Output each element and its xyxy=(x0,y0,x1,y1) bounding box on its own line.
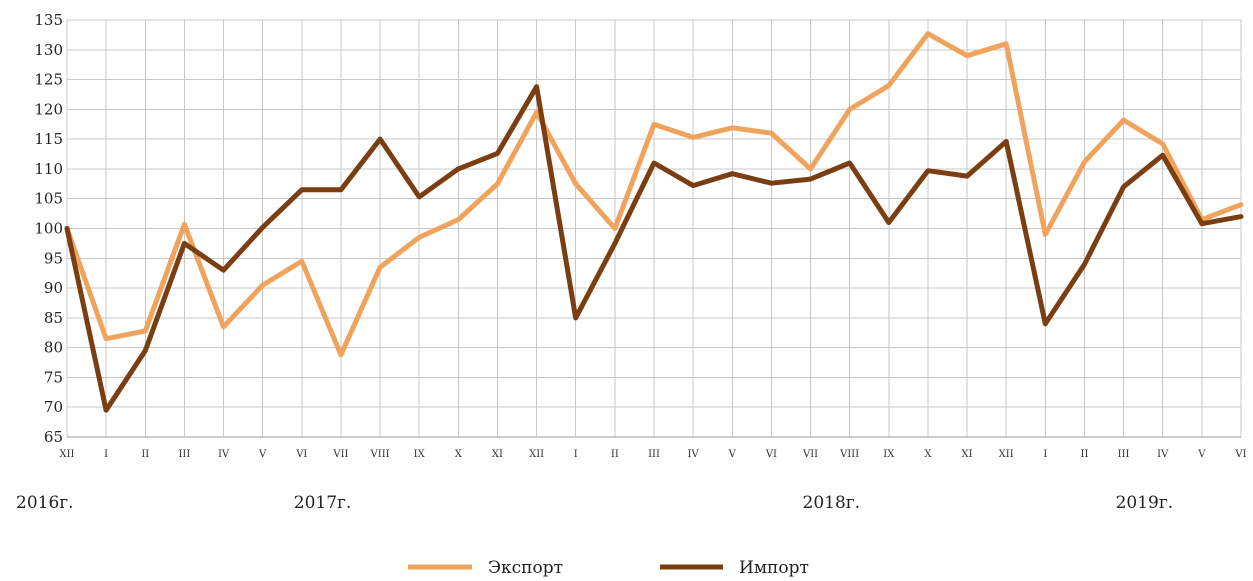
x-tick-label: VII xyxy=(802,449,818,460)
y-tick-label: 135 xyxy=(34,11,63,29)
y-tick-label: 125 xyxy=(34,71,63,89)
y-tick-label: 80 xyxy=(44,339,63,357)
y-tick-label: 85 xyxy=(44,309,63,327)
legend-label: Экспорт xyxy=(488,558,563,578)
x-tick-label: VII xyxy=(332,449,348,460)
y-tick-label: 90 xyxy=(44,279,63,297)
x-tick-label: I xyxy=(574,449,578,460)
x-tick-label: XI xyxy=(492,449,503,460)
x-tick-label: III xyxy=(178,449,190,460)
x-tick-label: X xyxy=(924,449,932,460)
x-tick-label: XII xyxy=(59,449,74,460)
legend-item-export: Экспорт xyxy=(408,558,563,578)
x-tick-label: IX xyxy=(414,449,426,460)
legend-label: Импорт xyxy=(739,558,809,578)
x-tick-label: VI xyxy=(1234,449,1246,460)
x-tick-label: IX xyxy=(883,449,895,460)
series-line-import xyxy=(64,84,1244,413)
x-tick-label: VIII xyxy=(370,449,390,460)
y-tick-label: 120 xyxy=(34,100,63,118)
x-tick-label: VI xyxy=(765,449,777,460)
y-tick-label: 70 xyxy=(44,398,63,416)
year-label: 2017г. xyxy=(294,493,352,513)
x-tick-label: III xyxy=(1118,449,1130,460)
series-line-export xyxy=(64,31,1244,358)
x-tick-label: IV xyxy=(218,449,230,460)
x-tick-label: XII xyxy=(529,449,544,460)
x-tick-label: II xyxy=(611,449,619,460)
x-tick-label: I xyxy=(104,449,108,460)
x-axis-ticks: XII I II III IV V VI VII VIII IX X XI XII I II III IV V VI… xyxy=(59,449,1246,460)
year-label: 2019г. xyxy=(1116,493,1174,513)
x-tick-label: V xyxy=(258,449,267,460)
grid xyxy=(66,19,1242,438)
x-tick-label: XI xyxy=(962,449,973,460)
x-tick-label: X xyxy=(455,449,463,460)
x-tick-label: IV xyxy=(1157,449,1169,460)
y-tick-label: 130 xyxy=(34,41,63,59)
x-tick-label: V xyxy=(1197,449,1206,460)
y-tick-label: 115 xyxy=(34,130,63,148)
year-label: 2016г. xyxy=(16,493,74,513)
legend: Экспорт Импорт xyxy=(408,558,809,578)
legend-item-import: Импорт xyxy=(660,558,809,578)
x-tick-label: II xyxy=(141,449,149,460)
x-tick-label: II xyxy=(1081,449,1089,460)
x-tick-label: III xyxy=(648,449,660,460)
y-tick-label: 65 xyxy=(44,428,63,446)
y-tick-label: 110 xyxy=(34,160,63,178)
year-label: 2018г. xyxy=(803,493,861,513)
x-tick-label: V xyxy=(728,449,737,460)
y-tick-label: 75 xyxy=(44,368,63,386)
y-tick-label: 100 xyxy=(34,220,63,238)
x-tick-label: VIII xyxy=(839,449,859,460)
y-tick-label: 95 xyxy=(44,249,63,267)
x-tick-label: VI xyxy=(295,449,307,460)
x-tick-label: XII xyxy=(999,449,1014,460)
x-tick-label: IV xyxy=(688,449,700,460)
y-tick-label: 105 xyxy=(34,190,63,208)
year-labels: 2016г. 2017г. 2018г. 2019г. xyxy=(16,493,1173,513)
x-tick-label: I xyxy=(1043,449,1047,460)
series-lines xyxy=(64,31,1244,413)
y-axis-ticks: 65 70 75 80 85 90 95 100 105 110 115 120 125 130 135 xyxy=(34,11,63,446)
